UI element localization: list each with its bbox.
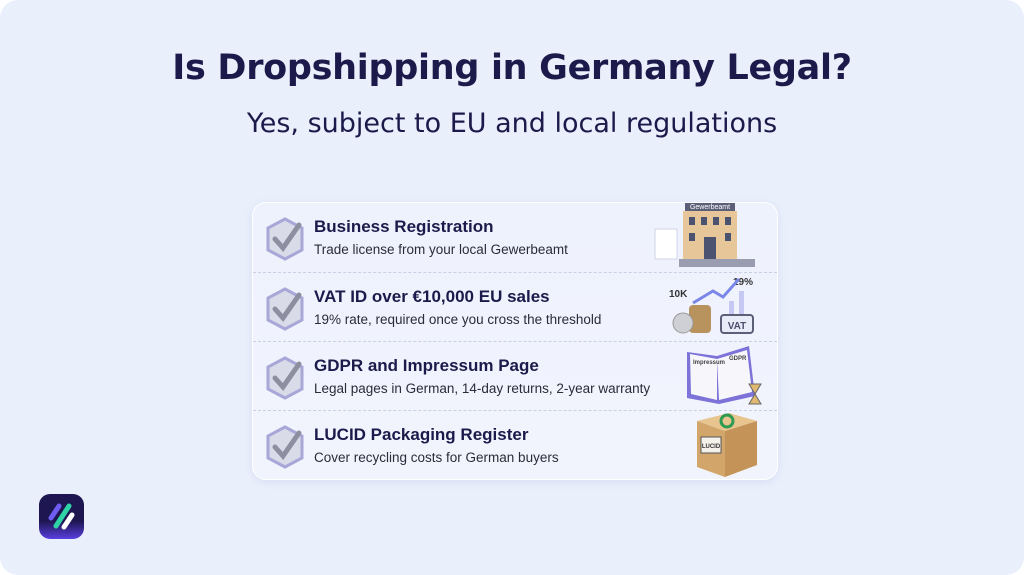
svg-text:10K: 10K — [669, 289, 688, 300]
svg-text:19%: 19% — [733, 277, 753, 288]
list-item: Business Registration Trade license from… — [253, 203, 777, 271]
item-title: LUCID Packaging Register — [314, 425, 529, 444]
item-title: Business Registration — [314, 217, 494, 236]
list-item: VAT ID over €10,000 EU sales 19% rate, r… — [253, 272, 777, 340]
item-description: 19% rate, required once you cross the th… — [314, 312, 602, 327]
building-icon: Gewerbeamt — [654, 203, 755, 267]
coins-chart-icon: 10K 19% VAT — [669, 277, 754, 334]
page-title: Is Dropshipping in Germany Legal? — [172, 48, 852, 88]
item-title: VAT ID over €10,000 EU sales — [314, 287, 550, 306]
checkmark-icon — [266, 356, 304, 400]
checkmark-icon — [266, 425, 304, 469]
list-item: GDPR and Impressum Page Legal pages in G… — [253, 341, 777, 409]
checkmark-icon — [266, 287, 304, 331]
open-book-icon: Impressum GDPR — [687, 346, 762, 405]
svg-text:GDPR: GDPR — [729, 356, 747, 362]
svg-text:VAT: VAT — [728, 321, 747, 332]
requirements-card: Business Registration Trade license from… — [252, 202, 778, 480]
brand-logo — [39, 494, 84, 539]
recycle-box-icon: LUCID — [697, 413, 757, 477]
item-description: Legal pages in German, 14-day returns, 2… — [314, 381, 651, 396]
checkmark-icon — [266, 217, 304, 261]
item-title: GDPR and Impressum Page — [314, 356, 539, 375]
item-description: Cover recycling costs for German buyers — [314, 450, 559, 465]
svg-text:Gewerbeamt: Gewerbeamt — [690, 204, 730, 211]
svg-text:Impressum: Impressum — [693, 360, 725, 366]
list-item: LUCID Packaging Register Cover recycling… — [253, 410, 777, 478]
page-subtitle: Yes, subject to EU and local regulations — [246, 108, 778, 139]
svg-text:LUCID: LUCID — [702, 444, 721, 450]
item-description: Trade license from your local Gewerbeamt — [314, 242, 568, 257]
